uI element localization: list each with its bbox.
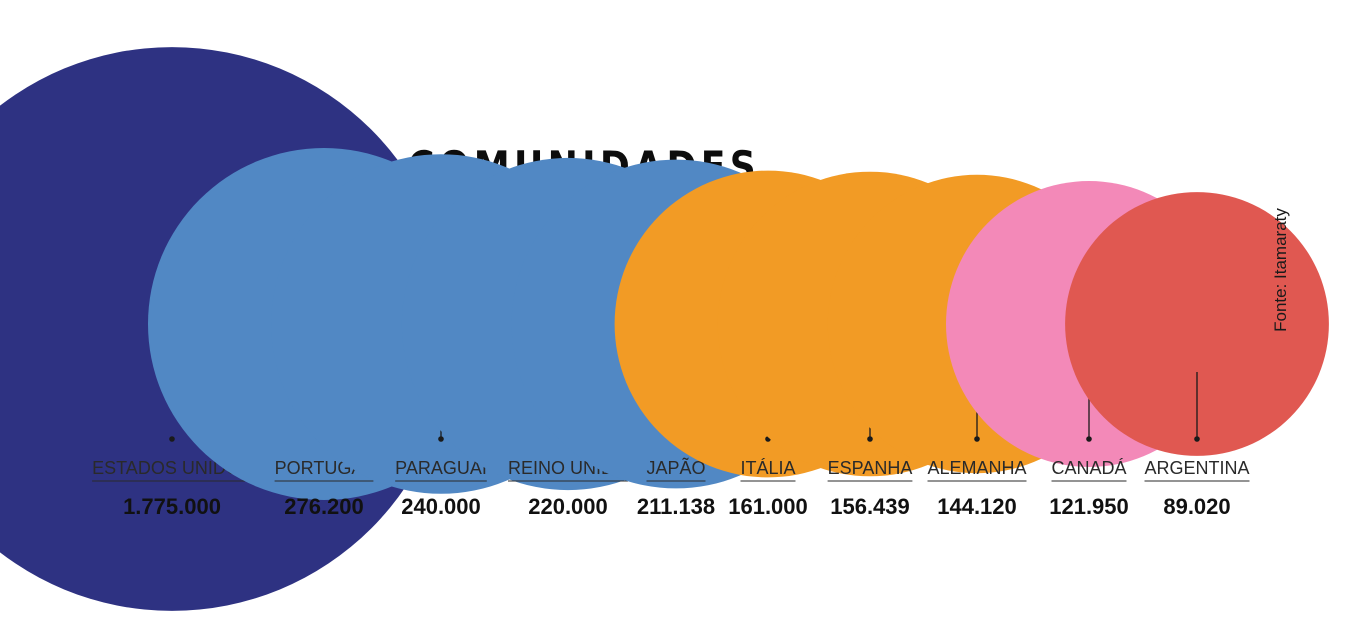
leader-dot-paraguai: [438, 436, 444, 442]
category-label-alemanha: ALEMANHA: [927, 458, 1026, 478]
value-label-paraguai: 240.000: [401, 494, 481, 519]
leader-dot-canada: [1086, 436, 1092, 442]
leader-dot-espanha: [867, 436, 873, 442]
leader-dot-estados-unidos: [169, 436, 175, 442]
value-label-portugal: 276.200: [284, 494, 364, 519]
category-label-argentina: ARGENTINA: [1144, 458, 1249, 478]
value-label-estados-unidos: 1.775.000: [123, 494, 221, 519]
value-label-argentina: 89.020: [1163, 494, 1230, 519]
value-label-italia: 161.000: [728, 494, 808, 519]
value-label-alemanha: 144.120: [937, 494, 1017, 519]
value-label-espanha: 156.439: [830, 494, 910, 519]
value-label-canada: 121.950: [1049, 494, 1129, 519]
category-label-canada: CANADÁ: [1051, 458, 1126, 478]
bubble-argentina: [1065, 192, 1329, 456]
category-label-espanha: ESPANHA: [828, 458, 913, 478]
leader-dot-alemanha: [974, 436, 980, 442]
value-label-japao: 211.138: [637, 494, 715, 519]
category-label-estados-unidos: ESTADOS UNIDOS: [92, 458, 252, 478]
source-note: Fonte: Itamaraty: [1271, 208, 1290, 332]
category-label-italia: ITÁLIA: [740, 458, 795, 478]
value-label-reino-unido: 220.000: [528, 494, 608, 519]
category-label-paraguai: PARAGUAI: [395, 458, 487, 478]
category-label-japao: JAPÃO: [646, 457, 705, 478]
leader-dot-argentina: [1194, 436, 1200, 442]
